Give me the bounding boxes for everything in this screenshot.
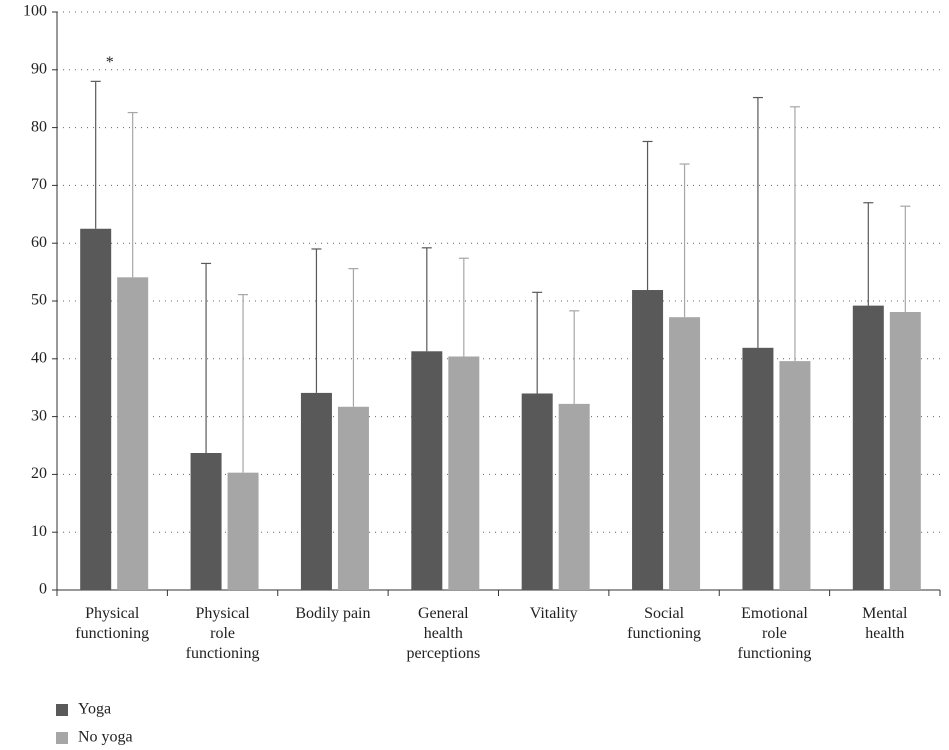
bar: [337, 406, 369, 590]
x-tick-label: Bodily pain: [295, 605, 371, 622]
legend-swatch: [56, 704, 68, 716]
x-tick-label: Physical role functioning: [185, 605, 260, 662]
bar: [300, 392, 332, 590]
annotation: *: [106, 54, 114, 71]
bar: [779, 361, 811, 590]
bar: [448, 356, 480, 590]
bar: [411, 351, 443, 590]
bar: [80, 228, 112, 590]
x-tick-label: Mental health: [862, 605, 908, 642]
y-tick-label: 20: [31, 465, 47, 482]
y-tick-label: 90: [31, 60, 47, 77]
y-tick-label: 60: [31, 234, 47, 251]
y-tick-label: 10: [31, 523, 47, 540]
legend-label: Yoga: [78, 701, 111, 718]
bar: [227, 472, 259, 590]
bar: [521, 393, 553, 590]
bar: [190, 453, 222, 590]
bar: [558, 403, 590, 590]
bar: [632, 290, 664, 590]
legend-label: No yoga: [78, 729, 133, 746]
y-tick-label: 50: [31, 292, 47, 309]
y-tick-label: 80: [31, 118, 47, 135]
bar: [889, 311, 921, 590]
bar: [742, 347, 774, 590]
x-tick-label: Emotional role functioning: [737, 605, 812, 662]
y-tick-label: 30: [31, 407, 47, 424]
legend-swatch: [56, 732, 68, 744]
y-tick-label: 100: [23, 3, 47, 20]
bar: [669, 317, 701, 590]
y-tick-label: 70: [31, 176, 47, 193]
x-tick-label: Vitality: [529, 605, 578, 622]
x-tick-label: Physical functioning: [75, 605, 150, 642]
y-tick-label: 40: [31, 349, 47, 366]
bar: [117, 277, 149, 590]
y-tick-label: 0: [39, 581, 47, 598]
bar: [852, 305, 884, 590]
x-tick-label: Social functioning: [627, 605, 701, 642]
x-tick-label: General health perceptions: [406, 605, 481, 662]
